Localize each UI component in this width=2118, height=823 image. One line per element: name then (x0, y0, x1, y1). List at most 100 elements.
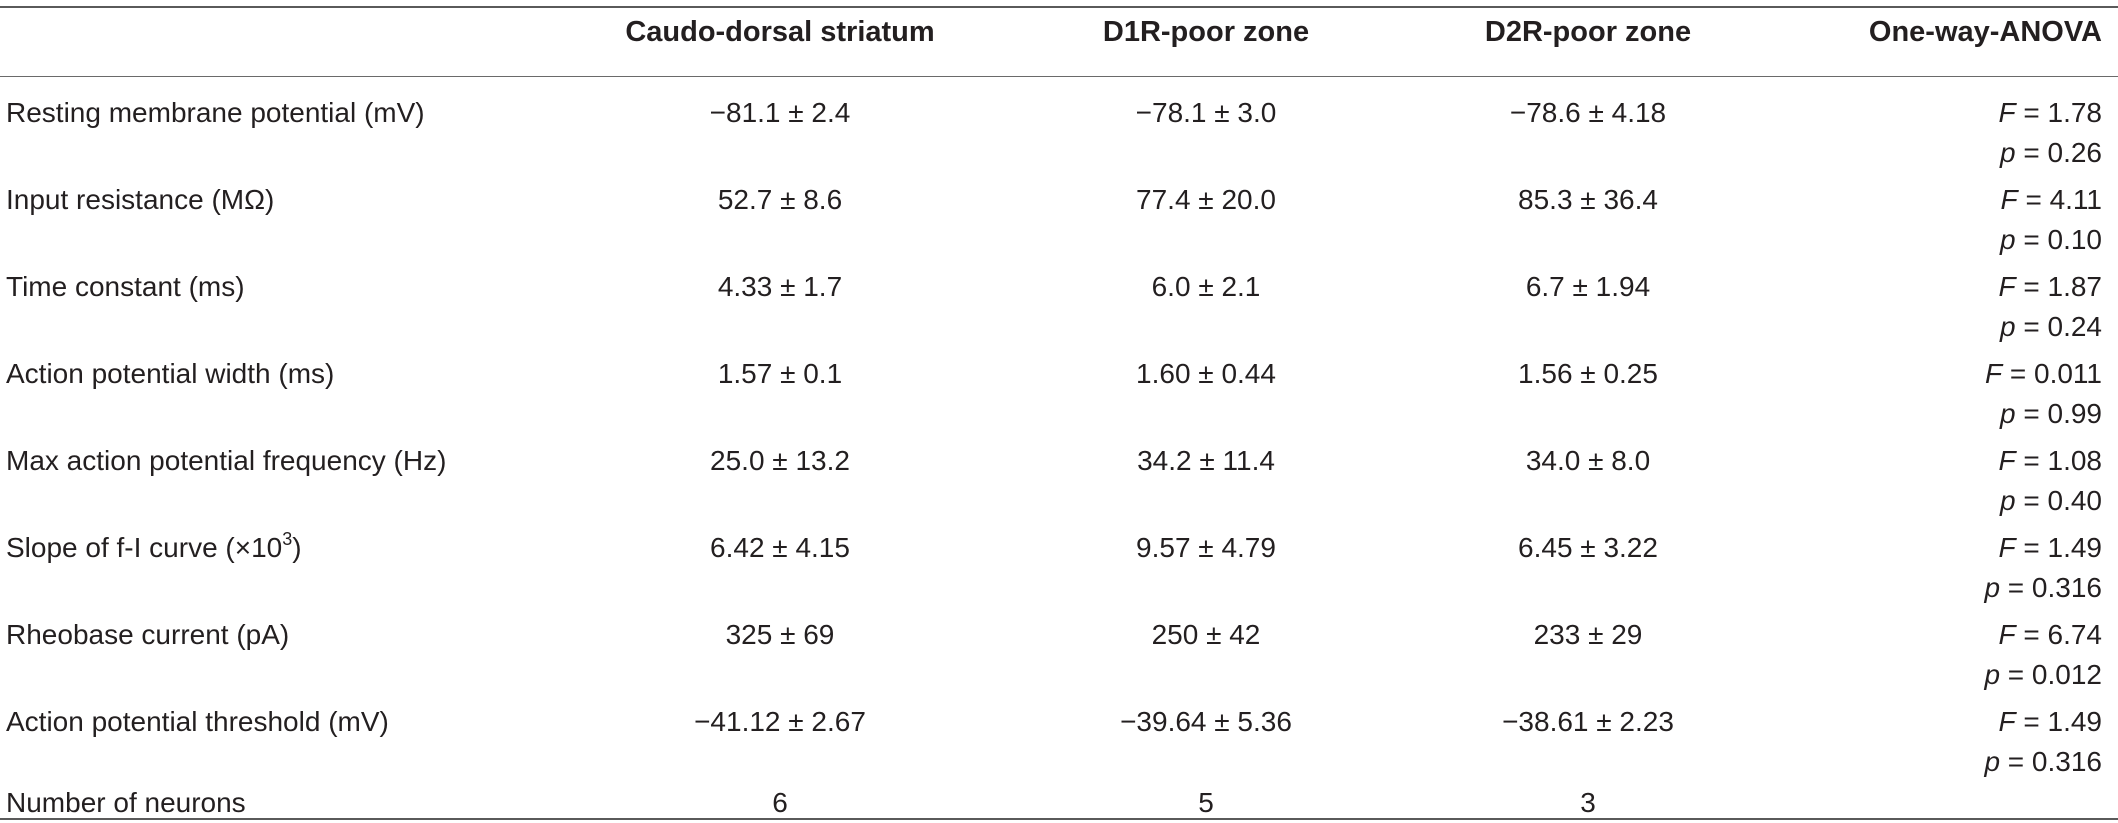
cell-d2r-poor: −38.61 ± 2.23 (1502, 706, 1674, 737)
cell-anova: F = 1.49 p = 0.316 (1748, 528, 2102, 608)
p-value: = 0.012 (2007, 659, 2102, 690)
p-symbol: p (2000, 485, 2016, 516)
cell-d2r-poor: 233 ± 29 (1533, 619, 1643, 650)
p-symbol: p (2000, 311, 2016, 342)
anova-p-line: p = 0.316 (1748, 568, 2102, 608)
cell-d2r-poor: 34.0 ± 8.0 (1525, 445, 1651, 476)
cell-caudo-dorsal: 6 (772, 787, 788, 818)
p-value: = 0.10 (2023, 224, 2102, 255)
anova-f-line: F = 1.49 (1748, 528, 2102, 568)
row-label: Input resistance (MΩ) (6, 184, 275, 215)
f-symbol: F (1998, 532, 2016, 563)
row-label: Slope of f-I curve (×103) (6, 528, 302, 568)
anova-p-line: p = 0.316 (1748, 742, 2102, 782)
anova-f-line: F = 4.11 (1748, 180, 2102, 220)
cell-d1r-poor: −39.64 ± 5.36 (1120, 706, 1292, 737)
anova-f-line: F = 1.49 (1748, 702, 2102, 742)
cell-d1r-poor: 34.2 ± 11.4 (1137, 445, 1275, 476)
p-value: = 0.316 (2007, 746, 2102, 777)
p-value: = 0.99 (2023, 398, 2102, 429)
cell-d1r-poor: 5 (1198, 787, 1214, 818)
cell-anova: F = 4.11 p = 0.10 (1748, 180, 2102, 260)
table-bottom-rule (0, 818, 2118, 820)
f-symbol: F (1984, 358, 2003, 389)
cell-caudo-dorsal: 1.57 ± 0.1 (717, 358, 843, 389)
anova-f-line: F = 1.87 (1748, 267, 2102, 307)
row-label: Max action potential frequency (Hz) (6, 445, 447, 476)
anova-f-line: F = 1.78 (1748, 93, 2102, 133)
f-symbol: F (1998, 706, 2016, 737)
cell-d2r-poor: 6.7 ± 1.94 (1525, 271, 1651, 302)
cell-caudo-dorsal: 25.0 ± 13.2 (710, 445, 850, 476)
cell-d2r-poor: −78.6 ± 4.18 (1509, 97, 1667, 128)
p-symbol: p (1984, 572, 2001, 603)
cell-d2r-poor: 3 (1580, 787, 1596, 818)
p-symbol: p (2000, 398, 2016, 429)
cell-caudo-dorsal: 52.7 ± 8.6 (717, 184, 843, 215)
cell-d1r-poor: 1.60 ± 0.44 (1136, 358, 1276, 389)
cell-d2r-poor: 1.56 ± 0.25 (1518, 358, 1658, 389)
cell-d1r-poor: 6.0 ± 2.1 (1151, 271, 1261, 302)
table-top-rule (0, 6, 2118, 8)
cell-caudo-dorsal: 6.42 ± 4.15 (710, 532, 850, 563)
cell-d1r-poor: −78.1 ± 3.0 (1135, 97, 1277, 128)
p-symbol: p (2000, 137, 2016, 168)
p-value: = 0.24 (2023, 311, 2102, 342)
row-label-tail: ) (292, 532, 302, 563)
anova-f-line: F = 1.08 (1748, 441, 2102, 481)
anova-p-line: p = 0.10 (1748, 220, 2102, 260)
row-label-superscript: 3 (282, 528, 293, 549)
anova-f-line: F = 6.74 (1748, 615, 2102, 655)
f-value: = 1.49 (2023, 532, 2102, 563)
cell-d1r-poor: 77.4 ± 20.0 (1136, 184, 1276, 215)
row-label: Time constant (ms) (6, 271, 245, 302)
f-symbol: F (1998, 271, 2016, 302)
header-d1r-poor-zone: D1R-poor zone (1102, 16, 1310, 48)
cell-d2r-poor: 85.3 ± 36.4 (1518, 184, 1658, 215)
p-symbol: p (2000, 224, 2016, 255)
cell-anova: F = 1.49 p = 0.316 (1748, 702, 2102, 782)
header-caudo-dorsal-striatum: Caudo-dorsal striatum (625, 16, 935, 48)
f-symbol: F (1998, 445, 2016, 476)
f-value: = 1.87 (2023, 271, 2102, 302)
cell-caudo-dorsal: 325 ± 69 (725, 619, 835, 650)
anova-f-line: F = 0.011 (1748, 354, 2102, 394)
anova-p-line: p = 0.99 (1748, 394, 2102, 434)
cell-anova: F = 6.74 p = 0.012 (1748, 615, 2102, 695)
p-symbol: p (1984, 746, 2001, 777)
f-value: = 4.11 (2025, 184, 2102, 215)
header-one-way-anova: One-way-ANOVA (1868, 16, 2102, 48)
cell-caudo-dorsal: −41.12 ± 2.67 (694, 706, 866, 737)
header-rule (0, 76, 2118, 77)
cell-anova: F = 0.011 p = 0.99 (1748, 354, 2102, 434)
f-value: = 1.08 (2023, 445, 2102, 476)
row-label-text: Slope of f-I curve (×10 (6, 532, 283, 563)
row-label: Action potential threshold (mV) (6, 706, 389, 737)
row-label: Number of neurons (6, 787, 246, 818)
cell-d1r-poor: 9.57 ± 4.79 (1136, 532, 1276, 563)
anova-p-line: p = 0.24 (1748, 307, 2102, 347)
f-symbol: F (1998, 619, 2016, 650)
cell-caudo-dorsal: −81.1 ± 2.4 (709, 97, 851, 128)
anova-p-line: p = 0.26 (1748, 133, 2102, 173)
f-symbol: F (1998, 97, 2016, 128)
anova-p-line: p = 0.012 (1748, 655, 2102, 695)
f-value: = 0.011 (2009, 358, 2102, 389)
cell-d1r-poor: 250 ± 42 (1151, 619, 1261, 650)
cell-d2r-poor: 6.45 ± 3.22 (1518, 532, 1658, 563)
cell-anova: F = 1.08 p = 0.40 (1748, 441, 2102, 521)
p-value: = 0.40 (2023, 485, 2102, 516)
cell-anova: F = 1.87 p = 0.24 (1748, 267, 2102, 347)
row-label: Rheobase current (pA) (6, 619, 290, 650)
f-value: = 6.74 (2023, 619, 2102, 650)
anova-p-line: p = 0.40 (1748, 481, 2102, 521)
row-label: Resting membrane potential (mV) (6, 97, 425, 128)
f-symbol: F (2000, 184, 2018, 215)
row-label: Action potential width (ms) (6, 358, 335, 389)
header-d2r-poor-zone: D2R-poor zone (1484, 16, 1692, 48)
f-value: = 1.49 (2023, 706, 2102, 737)
p-value: = 0.316 (2007, 572, 2102, 603)
cell-anova: F = 1.78 p = 0.26 (1748, 93, 2102, 173)
p-symbol: p (1984, 659, 2001, 690)
